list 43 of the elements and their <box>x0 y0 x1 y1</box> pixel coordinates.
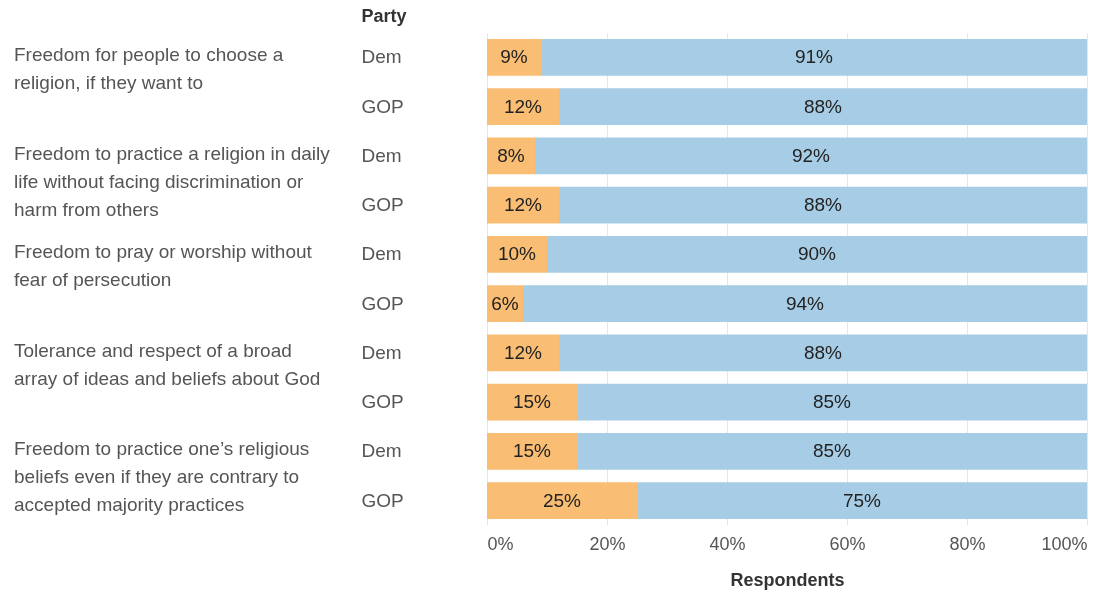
y-tick-label: GOP <box>361 194 404 216</box>
x-axis-title: Respondents <box>730 569 845 590</box>
y-tick-label: GOP <box>361 489 404 511</box>
x-tick-label: 100% <box>1041 533 1088 554</box>
x-tick-label: 60% <box>829 533 866 554</box>
data-label: 10% <box>497 243 537 265</box>
data-label: 88% <box>803 194 843 216</box>
data-label: 85% <box>812 440 852 462</box>
data-label: 75% <box>842 489 882 511</box>
data-label: 88% <box>803 341 843 363</box>
y-axis-title: Party <box>361 5 407 26</box>
y-tick-label: GOP <box>361 292 404 314</box>
x-tick-label: 0% <box>487 533 514 554</box>
data-label: 94% <box>785 292 825 314</box>
y-tick-label: Dem <box>361 341 402 363</box>
y-tick-label: GOP <box>361 95 404 117</box>
text: Freedom to practice one’s religious beliefs even if they are contrary to accepted majority practices <box>14 438 310 516</box>
data-label: 8% <box>497 144 525 166</box>
data-label: 12% <box>503 194 543 216</box>
data-label: 25% <box>542 489 582 511</box>
data-label: 85% <box>812 391 852 413</box>
data-label: 90% <box>797 243 837 265</box>
text: Freedom to practice a religion in daily life without facing discrimination or harm from others <box>14 142 331 220</box>
y-tick-label: GOP <box>361 391 404 413</box>
x-tick-label: 40% <box>709 533 746 554</box>
x-tick-label: 80% <box>949 533 986 554</box>
text: Freedom for people to choose a religion, if they want to <box>14 44 284 94</box>
x-tick-label: 20% <box>589 533 626 554</box>
data-label: 91% <box>794 46 834 68</box>
data-label: 15% <box>512 391 552 413</box>
y-tick-label: Dem <box>361 440 402 462</box>
data-label: 15% <box>512 440 552 462</box>
data-label: 12% <box>503 95 543 117</box>
data-label: 88% <box>803 95 843 117</box>
y-tick-label: Dem <box>361 144 402 166</box>
y-tick-label: Dem <box>361 46 402 68</box>
data-label: 6% <box>491 292 519 314</box>
y-tick-label: Dem <box>361 243 402 265</box>
text: Tolerance and respect of a broad array of ideas and beliefs about God <box>14 339 321 389</box>
data-label: 92% <box>791 144 831 166</box>
data-label: 12% <box>503 341 543 363</box>
text: Freedom to pray or worship without fear of persecution <box>14 241 313 291</box>
data-label: 9% <box>500 46 528 68</box>
